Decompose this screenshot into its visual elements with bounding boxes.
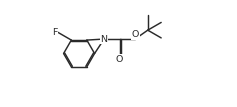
Text: O: O [131,30,139,39]
Text: F: F [52,28,57,37]
Text: N: N [100,35,108,44]
Text: O: O [116,55,123,64]
